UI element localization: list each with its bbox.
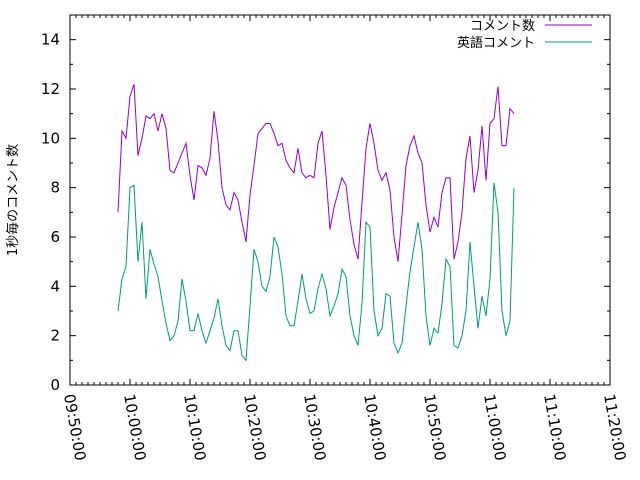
legend-label: 英語コメント — [457, 35, 535, 51]
x-tick-label: 11:10:00 — [540, 393, 569, 462]
x-tick-label: 10:20:00 — [240, 393, 269, 462]
x-tick-label: 10:30:00 — [300, 393, 329, 462]
y-tick-label: 14 — [41, 31, 60, 49]
x-tick-label: 10:00:00 — [120, 393, 149, 462]
plot-frame — [69, 14, 611, 386]
y-tick-label: 10 — [41, 129, 60, 147]
x-tick-label: 10:40:00 — [360, 393, 389, 462]
series-line-1 — [117, 182, 515, 362]
y-tick-label: 4 — [50, 277, 60, 295]
y-tick-label: 8 — [50, 179, 60, 197]
series-line-0 — [117, 83, 515, 262]
y-tick-label: 2 — [50, 327, 60, 345]
x-tick-label: 11:20:00 — [600, 393, 629, 462]
y-axis-title: 1秒毎のコメント数 — [5, 144, 21, 256]
series-layer — [117, 83, 515, 362]
y-tick-label: 12 — [41, 80, 60, 98]
x-tick-label: 11:00:00 — [480, 393, 509, 462]
y-tick-label: 0 — [50, 376, 60, 394]
x-tick-label: 10:10:00 — [180, 393, 209, 462]
x-axis: 09:50:00 10:00:00 10:10:00 10:20:00 10:30:00… — [60, 15, 629, 462]
x-tick-label: 10:50:00 — [420, 393, 449, 462]
legend-label: コメント数 — [470, 19, 535, 34]
y-tick-label: 6 — [50, 228, 60, 246]
y-axis: 0 2 4 6 8 10 12 14 — [41, 31, 610, 394]
x-tick-label: 09:50:00 — [60, 393, 89, 462]
